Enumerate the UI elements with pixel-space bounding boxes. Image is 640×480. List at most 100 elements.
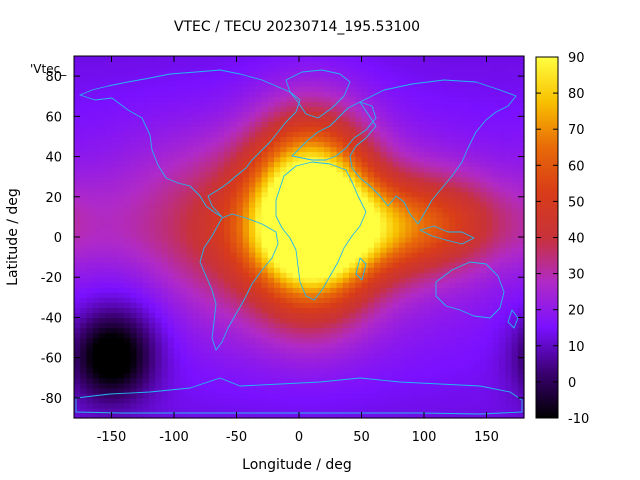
heatmap-cell <box>417 297 425 303</box>
heatmap-cell <box>274 272 281 278</box>
heatmap-cell <box>249 106 256 112</box>
heatmap-cell <box>474 231 481 238</box>
heatmap-cell <box>311 387 319 394</box>
heatmap-cell <box>467 392 475 399</box>
heatmap-cell <box>305 272 313 278</box>
heatmap-cell <box>436 151 444 158</box>
heatmap-cell <box>105 312 113 319</box>
heatmap-cell <box>280 272 288 278</box>
heatmap-cell <box>149 262 156 268</box>
heatmap-cell <box>305 242 313 248</box>
heatmap-cell <box>105 317 113 324</box>
heatmap-cell <box>499 242 506 248</box>
heatmap-cell <box>130 312 138 319</box>
heatmap-cell <box>480 362 488 369</box>
heatmap-cell <box>167 377 175 384</box>
heatmap-cell <box>486 307 494 314</box>
heatmap-cell <box>411 402 419 409</box>
heatmap-cell <box>117 242 125 248</box>
heatmap-cell <box>211 332 219 339</box>
heatmap-cell <box>392 101 400 107</box>
heatmap-cell <box>286 307 294 314</box>
heatmap-cell <box>92 362 100 369</box>
heatmap-cell <box>461 412 469 419</box>
heatmap-cell <box>242 211 250 218</box>
heatmap-cell <box>174 337 181 344</box>
heatmap-cell <box>305 81 313 87</box>
heatmap-cell <box>317 81 325 87</box>
heatmap-cell <box>211 201 219 208</box>
heatmap-cell <box>317 307 325 314</box>
heatmap-cell <box>317 131 325 138</box>
heatmap-cell <box>386 156 394 163</box>
heatmap-cell <box>292 282 300 288</box>
heatmap-cell <box>417 96 425 102</box>
heatmap-cell <box>267 91 275 97</box>
heatmap-cell <box>374 247 381 253</box>
heatmap-cell <box>211 317 219 324</box>
heatmap-cell <box>80 412 88 419</box>
heatmap-cell <box>330 387 338 394</box>
heatmap-cell <box>417 247 425 253</box>
heatmap-cell <box>467 166 475 173</box>
heatmap-cell <box>249 171 256 178</box>
heatmap-cell <box>499 196 506 203</box>
heatmap-cell <box>442 226 450 233</box>
heatmap-cell <box>136 262 144 268</box>
heatmap-cell <box>317 317 325 324</box>
heatmap-cell <box>424 226 431 233</box>
heatmap-cell <box>442 312 450 319</box>
heatmap-cell <box>261 382 269 389</box>
heatmap-cell <box>236 397 244 404</box>
heatmap-cell <box>449 237 456 243</box>
heatmap-cell <box>449 312 456 319</box>
heatmap-cell <box>211 66 219 72</box>
heatmap-cell <box>355 252 363 258</box>
heatmap-cell <box>180 252 188 258</box>
heatmap-cell <box>505 347 513 354</box>
heatmap-cell <box>205 397 213 404</box>
heatmap-cell <box>361 71 369 77</box>
heatmap-cell <box>361 407 369 414</box>
heatmap-cell <box>86 332 94 339</box>
heatmap-cell <box>424 76 431 82</box>
heatmap-cell <box>117 176 125 183</box>
heatmap-cell <box>149 66 156 72</box>
heatmap-cell <box>86 402 94 409</box>
heatmap-cell <box>436 412 444 419</box>
heatmap-cell <box>305 91 313 97</box>
heatmap-cell <box>330 86 338 92</box>
heatmap-cell <box>436 377 444 384</box>
heatmap-cell <box>311 226 319 233</box>
heatmap-cell <box>480 196 488 203</box>
heatmap-cell <box>249 257 256 263</box>
heatmap-cell <box>492 216 500 223</box>
heatmap-cell <box>380 382 388 389</box>
heatmap-cell <box>299 322 306 329</box>
heatmap-cell <box>211 397 219 404</box>
heatmap-cell <box>436 146 444 153</box>
heatmap-cell <box>242 342 250 349</box>
heatmap-cell <box>342 196 350 203</box>
heatmap-cell <box>392 126 400 133</box>
heatmap-cell <box>349 257 356 263</box>
heatmap-cell <box>261 407 269 414</box>
heatmap-cell <box>80 367 88 374</box>
heatmap-cell <box>480 337 488 344</box>
heatmap-cell <box>80 252 88 258</box>
heatmap-cell <box>80 337 88 344</box>
heatmap-cell <box>324 211 331 218</box>
heatmap-cell <box>205 221 213 228</box>
heatmap-cell <box>424 116 431 122</box>
heatmap-cell <box>267 211 275 218</box>
heatmap-cell <box>242 66 250 72</box>
heatmap-cell <box>367 337 375 344</box>
heatmap-cell <box>392 382 400 389</box>
heatmap-cell <box>242 176 250 183</box>
heatmap-cell <box>280 312 288 319</box>
heatmap-cell <box>174 151 181 158</box>
heatmap-cell <box>324 252 331 258</box>
heatmap-cell <box>317 86 325 92</box>
heatmap-cell <box>117 317 125 324</box>
heatmap-cell <box>355 191 363 198</box>
